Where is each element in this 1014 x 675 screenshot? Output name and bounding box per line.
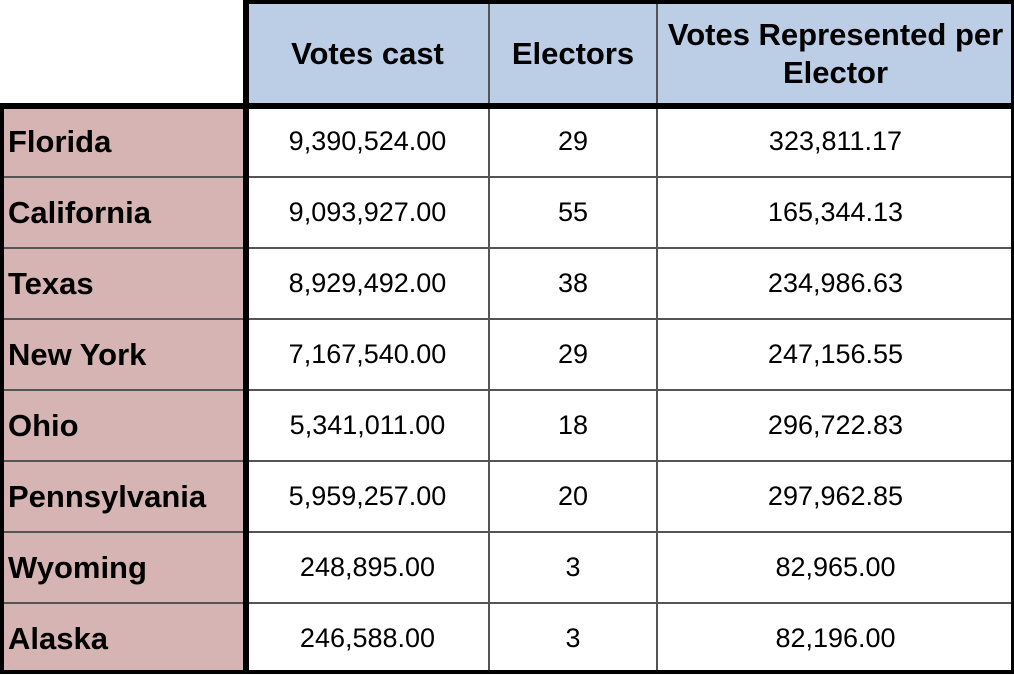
votes-per-elector-cell: 247,156.55	[657, 319, 1014, 390]
row-header-state: Alaska	[0, 603, 246, 674]
votes-per-elector-cell: 82,196.00	[657, 603, 1014, 674]
row-header-state: New York	[0, 319, 246, 390]
row-divider	[0, 531, 1014, 533]
electors-cell: 38	[489, 248, 657, 319]
row-divider	[0, 247, 1014, 249]
votes-per-elector-cell: 165,344.13	[657, 177, 1014, 248]
row-divider	[0, 460, 1014, 462]
votes-cast-cell: 9,093,927.00	[246, 177, 489, 248]
row-divider	[0, 318, 1014, 320]
electors-cell: 29	[489, 106, 657, 177]
header-votes-cast: Votes cast	[246, 2, 489, 106]
votes-cast-cell: 246,588.00	[246, 603, 489, 674]
votes-per-elector-cell: 297,962.85	[657, 461, 1014, 532]
header-votes-per-elector: Votes Represented per Elector	[657, 2, 1014, 106]
votes-cast-cell: 5,959,257.00	[246, 461, 489, 532]
row-divider	[0, 602, 1014, 604]
votes-cast-cell: 7,167,540.00	[246, 319, 489, 390]
electors-cell: 3	[489, 603, 657, 674]
column-divider	[488, 2, 490, 674]
votes-per-elector-cell: 234,986.63	[657, 248, 1014, 319]
electors-cell: 29	[489, 319, 657, 390]
row-header-state: Texas	[0, 248, 246, 319]
electors-cell: 20	[489, 461, 657, 532]
votes-cast-cell: 248,895.00	[246, 532, 489, 603]
votes-per-elector-cell: 296,722.83	[657, 390, 1014, 461]
row-divider	[0, 176, 1014, 178]
header-bottom-border	[0, 103, 1014, 109]
row-header-state: Wyoming	[0, 532, 246, 603]
row-header-right-border	[243, 0, 249, 674]
votes-per-elector-cell: 82,965.00	[657, 532, 1014, 603]
row-header-state: Pennsylvania	[0, 461, 246, 532]
electors-cell: 3	[489, 532, 657, 603]
table-right-border	[1011, 0, 1014, 674]
table-bottom-border	[0, 670, 1014, 674]
electors-cell: 55	[489, 177, 657, 248]
header-electors: Electors	[489, 2, 657, 106]
votes-cast-cell: 9,390,524.00	[246, 106, 489, 177]
header-top-border	[244, 0, 1014, 4]
votes-per-elector-cell: 323,811.17	[657, 106, 1014, 177]
electors-cell: 18	[489, 390, 657, 461]
votes-cast-cell: 8,929,492.00	[246, 248, 489, 319]
column-divider	[656, 2, 658, 674]
row-header-state: California	[0, 177, 246, 248]
row-divider	[0, 389, 1014, 391]
table-left-border	[0, 103, 4, 674]
votes-cast-cell: 5,341,011.00	[246, 390, 489, 461]
row-header-state: Ohio	[0, 390, 246, 461]
row-header-state: Florida	[0, 106, 246, 177]
